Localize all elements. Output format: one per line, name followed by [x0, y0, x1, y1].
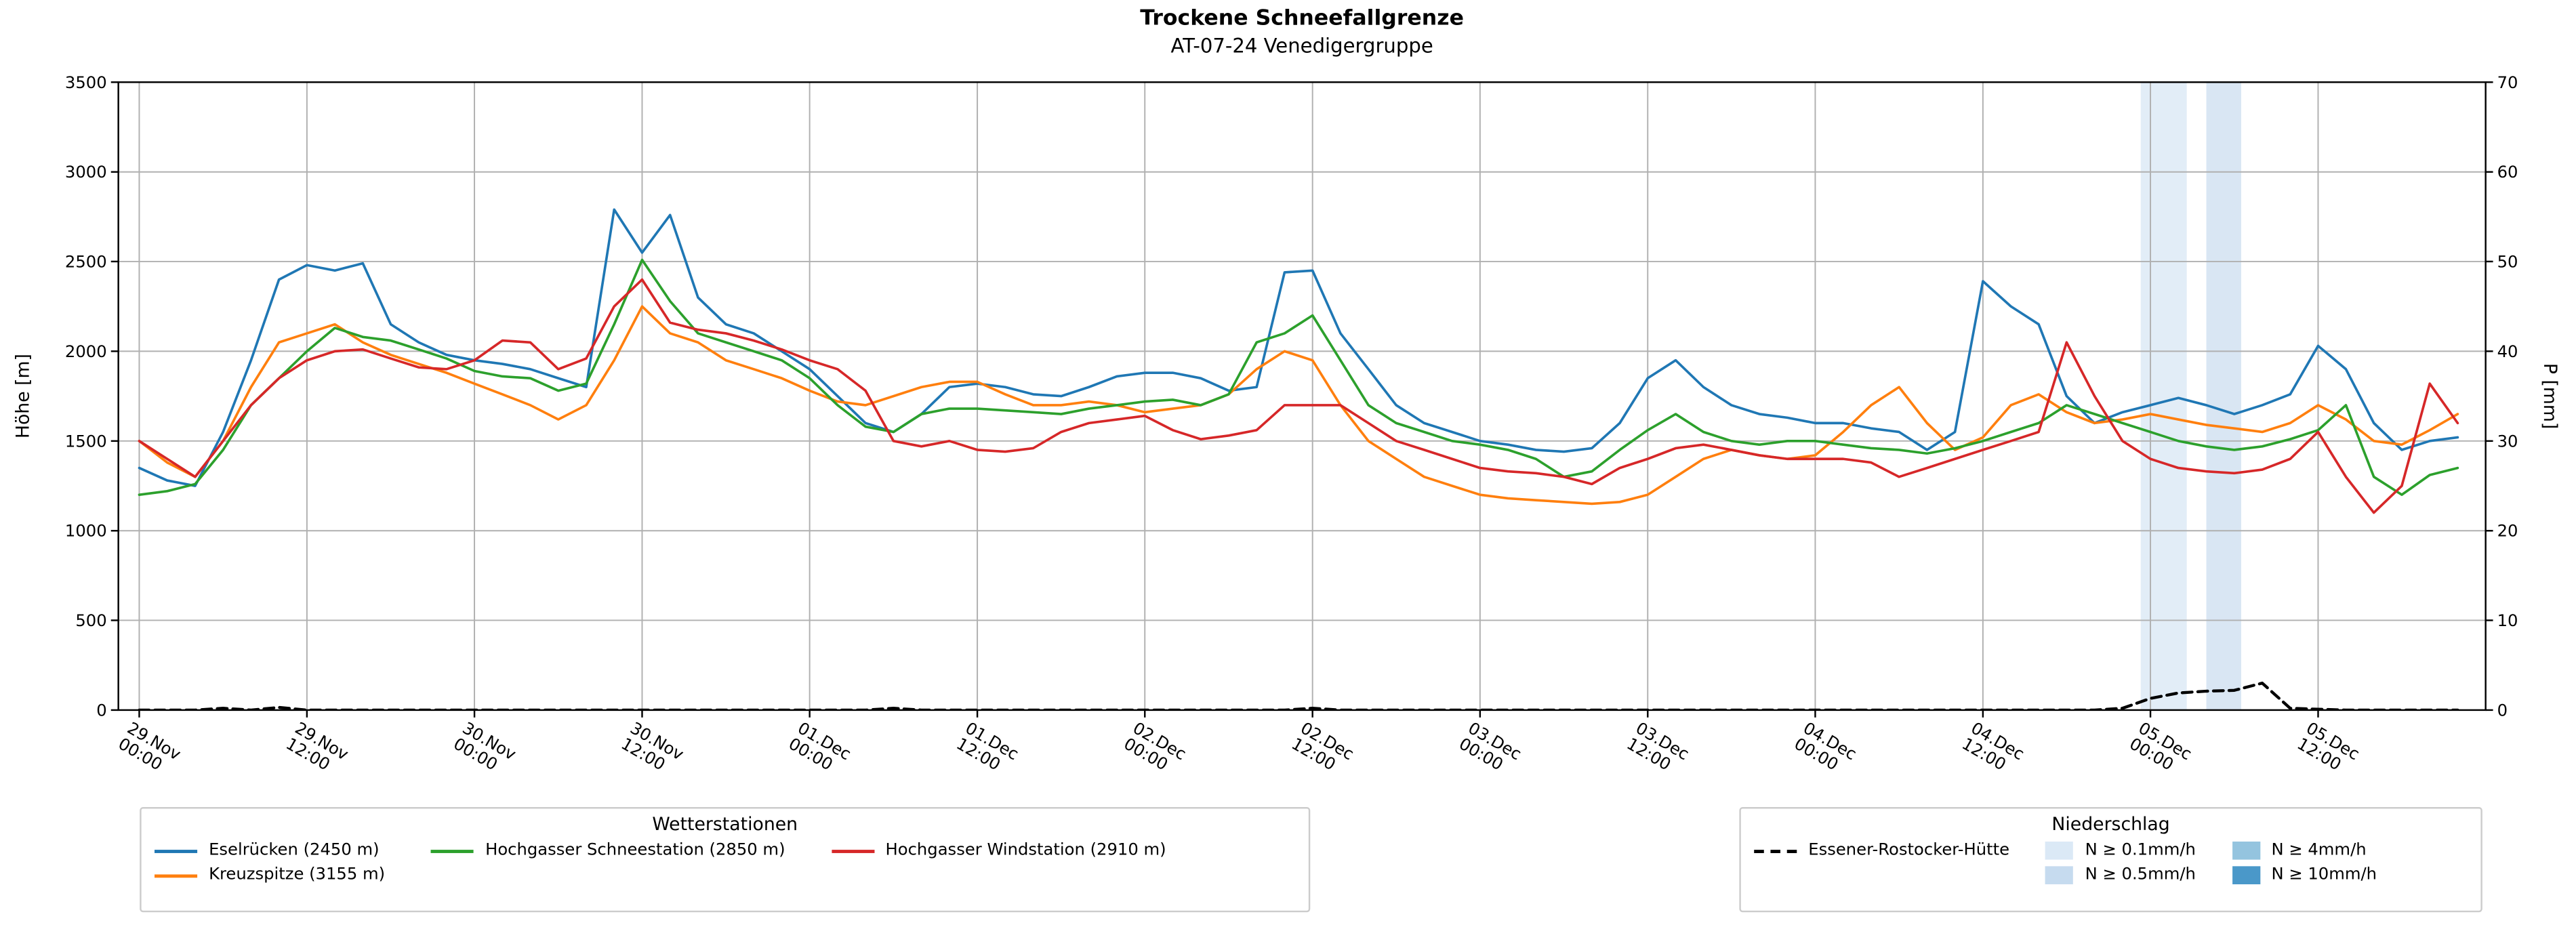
precip-band-layer — [2140, 82, 2241, 710]
x-tick-label: 01.Dec00:00 — [785, 718, 855, 780]
patch-swatch-01-icon — [2045, 841, 2074, 860]
left-tick-label: 1500 — [65, 431, 107, 451]
legend-item-precip-4: N ≥ 4mm/h — [2232, 838, 2377, 863]
right-tick-label: 40 — [2497, 342, 2518, 361]
series-line — [138, 278, 2459, 514]
legend-label-eselruecken: Eselrücken (2450 m) — [209, 841, 380, 860]
chart-subtitle: AT-07-24 Venedigergruppe — [1170, 34, 1433, 58]
x-tick-label: 02.Dec00:00 — [1121, 718, 1190, 780]
x-tick-label: 04.Dec00:00 — [1791, 718, 1860, 780]
patch-swatch-05-icon — [2045, 866, 2074, 885]
series-line — [138, 681, 2459, 710]
left-tick-label: 2000 — [65, 342, 107, 361]
legend-label-precip-10: N ≥ 10mm/h — [2271, 866, 2377, 885]
chart-title: Trockene Schneefallgrenze — [1140, 6, 1465, 32]
x-tick-label: 05.Dec00:00 — [2126, 718, 2195, 780]
left-tick-label: 2500 — [65, 251, 107, 271]
right-tick-label: 70 — [2497, 73, 2518, 92]
left-tick-label: 0 — [96, 700, 106, 720]
legend-item-eselruecken: Eselrücken (2450 m) — [155, 838, 385, 863]
right-tick-label: 60 — [2497, 162, 2518, 182]
legend-label-schneestation: Hochgasser Schneestation (2850 m) — [485, 841, 785, 860]
dashed-line-swatch-icon — [1754, 848, 1797, 852]
legend-label-essener-rostocker-huette: Essener-Rostocker-Hütte — [1808, 841, 2010, 860]
legend-item-essener-rostocker-huette: Essener-Rostocker-Hütte — [1754, 838, 2009, 863]
legend-precip-title: Niederschlag — [2051, 813, 2170, 835]
left-tick-label: 3000 — [65, 162, 107, 182]
x-tick-label: 05.Dec12:00 — [2294, 718, 2363, 780]
legend-label-precip-05: N ≥ 0.5mm/h — [2085, 866, 2196, 885]
legend-item-precip-10: N ≥ 10mm/h — [2232, 863, 2377, 887]
chart-plot-area: 29.Nov00:00 29.Nov12:00 30.Nov00:00 30.Nov1… — [65, 73, 2518, 780]
legend-item-precip-05: N ≥ 0.5mm/h — [2045, 863, 2196, 887]
series-line — [138, 305, 2459, 505]
right-tick-label: 20 — [2497, 521, 2518, 541]
patch-swatch-10-icon — [2232, 866, 2260, 885]
legend-label-precip-01: N ≥ 0.1mm/h — [2085, 841, 2196, 860]
line-swatch-windstation-icon — [831, 848, 874, 852]
x-tick-label: 30.Nov00:00 — [450, 718, 519, 780]
legend-label-precip-4: N ≥ 4mm/h — [2271, 841, 2367, 860]
x-tick-label: 04.Dec12:00 — [1959, 718, 2028, 780]
legend-niederschlag: Niederschlag Essener-Rostocker-Hütte N ≥… — [1739, 807, 2482, 913]
legend-stations-title: Wetterstationen — [652, 813, 798, 835]
left-tick-label: 1000 — [65, 521, 107, 541]
right-tick-label: 0 — [2497, 700, 2508, 720]
precip-band — [2206, 82, 2241, 710]
line-swatch-eselruecken-icon — [155, 848, 198, 852]
series-line — [138, 258, 2459, 496]
x-tick-label: 03.Dec00:00 — [1456, 718, 1525, 780]
series-layer — [138, 208, 2459, 710]
legend-label-windstation: Hochgasser Windstation (2910 m) — [885, 841, 1166, 860]
x-tick-label: 30.Nov12:00 — [618, 718, 687, 780]
series-line — [138, 208, 2459, 487]
legend-label-kreuzspitze: Kreuzspitze (3155 m) — [209, 866, 386, 885]
right-tick-label: 50 — [2497, 251, 2518, 271]
x-tick-label: 29.Nov12:00 — [283, 718, 352, 780]
x-tick-label: 03.Dec12:00 — [1624, 718, 1693, 780]
x-tick-label: 29.Nov00:00 — [115, 718, 184, 780]
precip-band — [2140, 82, 2187, 710]
tick-mark-layer — [110, 81, 2493, 718]
legend-wetterstationen: Wetterstationen Eselrücken (2450 m) Kreu… — [140, 807, 1311, 913]
line-swatch-schneestation-icon — [431, 848, 474, 852]
right-tick-label: 30 — [2497, 431, 2518, 451]
legend-item-hochgasser-schneestation: Hochgasser Schneestation (2850 m) — [431, 838, 785, 863]
x-tick-label: 02.Dec12:00 — [1288, 718, 1357, 780]
patch-swatch-4-icon — [2232, 841, 2260, 860]
legend-item-kreuzspitze: Kreuzspitze (3155 m) — [155, 863, 385, 887]
axes-frame — [117, 81, 2487, 711]
left-tick-label: 500 — [75, 611, 106, 630]
gridline-layer — [118, 81, 2486, 711]
right-tick-label: 10 — [2497, 611, 2518, 630]
x-tick-label: 01.Dec12:00 — [953, 718, 1022, 780]
legend-item-hochgasser-windstation: Hochgasser Windstation (2910 m) — [831, 838, 1166, 863]
left-tick-label: 3500 — [65, 73, 107, 92]
line-swatch-kreuzspitze-icon — [155, 873, 198, 878]
plot-frame — [117, 81, 2487, 711]
legend-item-precip-01: N ≥ 0.1mm/h — [2045, 838, 2196, 863]
